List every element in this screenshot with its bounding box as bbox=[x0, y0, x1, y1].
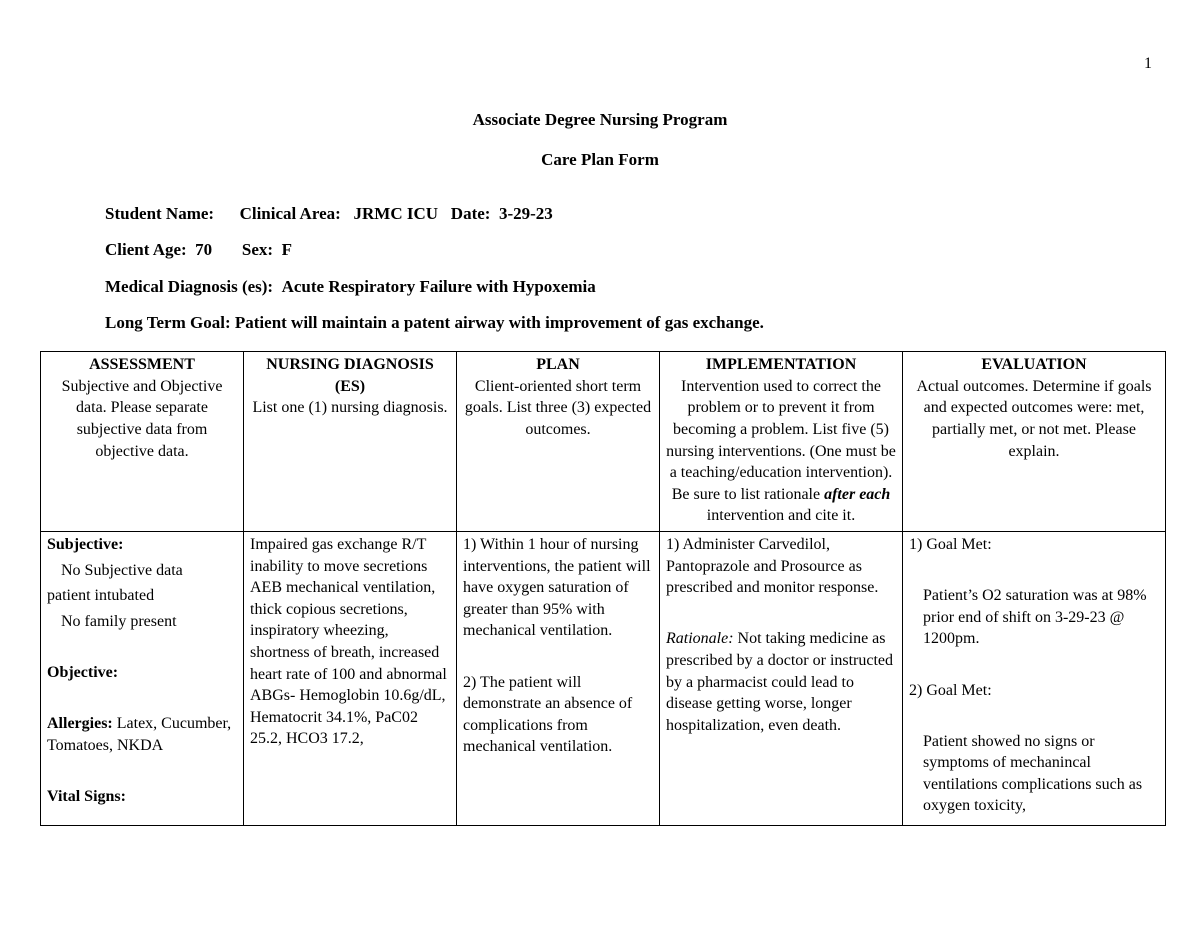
program-title: Associate Degree Nursing Program bbox=[40, 110, 1160, 130]
col-title: EVALUATION bbox=[909, 354, 1159, 376]
vitals-label: Vital Signs: bbox=[47, 788, 126, 805]
col-title: NURSING DIAGNOSIS (ES) bbox=[250, 354, 450, 397]
eval-1-label: 1) Goal Met: bbox=[909, 534, 1159, 556]
table-header-row: ASSESSMENT Subjective and Objective data… bbox=[41, 352, 1166, 532]
meta-block: Student Name: Clinical Area: JRMC ICU Da… bbox=[105, 198, 1160, 339]
col-title: PLAN bbox=[463, 354, 653, 376]
col-desc: Intervention used to correct the problem… bbox=[666, 376, 896, 527]
eval-2-text: Patient showed no signs or symptoms of m… bbox=[909, 731, 1159, 817]
cell-implementation: 1) Administer Carvedilol, Pantoprazole a… bbox=[660, 531, 903, 825]
care-plan-table: ASSESSMENT Subjective and Objective data… bbox=[40, 351, 1166, 826]
plan-item-2: 2) The patient will demonstrate an absen… bbox=[463, 672, 653, 758]
diagnosis-text: Impaired gas exchange R/T inability to m… bbox=[250, 534, 450, 750]
col-desc: Actual outcomes. Determine if goals and … bbox=[909, 376, 1159, 462]
meta-line-1: Student Name: Clinical Area: JRMC ICU Da… bbox=[105, 198, 1160, 230]
col-desc: Subjective and Objective data. Please se… bbox=[47, 376, 237, 462]
table-data-row: Subjective: No Subjective data patient i… bbox=[41, 531, 1166, 825]
cell-plan: 1) Within 1 hour of nursing intervention… bbox=[457, 531, 660, 825]
col-header-assessment: ASSESSMENT Subjective and Objective data… bbox=[41, 352, 244, 532]
eval-2-label: 2) Goal Met: bbox=[909, 680, 1159, 702]
implementation-item-1: 1) Administer Carvedilol, Pantoprazole a… bbox=[666, 534, 896, 599]
cell-evaluation: 1) Goal Met: Patient’s O2 saturation was… bbox=[903, 531, 1166, 825]
subjective-text: No Subjective data bbox=[47, 560, 237, 582]
col-header-evaluation: EVALUATION Actual outcomes. Determine if… bbox=[903, 352, 1166, 532]
meta-line-3: Medical Diagnosis (es): Acute Respirator… bbox=[105, 271, 1160, 303]
plan-item-1: 1) Within 1 hour of nursing intervention… bbox=[463, 534, 653, 642]
cell-assessment: Subjective: No Subjective data patient i… bbox=[41, 531, 244, 825]
implementation-rationale: Rationale: Not taking medicine as prescr… bbox=[666, 628, 896, 736]
page: 1 Associate Degree Nursing Program Care … bbox=[0, 0, 1200, 826]
cell-diagnosis: Impaired gas exchange R/T inability to m… bbox=[244, 531, 457, 825]
form-title: Care Plan Form bbox=[40, 150, 1160, 170]
page-number: 1 bbox=[1144, 55, 1152, 73]
meta-line-2: Client Age: 70 Sex: F bbox=[105, 234, 1160, 266]
objective-label: Objective: bbox=[47, 664, 118, 681]
col-header-implementation: IMPLEMENTATION Intervention used to corr… bbox=[660, 352, 903, 532]
meta-line-4: Long Term Goal: Patient will maintain a … bbox=[105, 307, 1160, 339]
col-header-diagnosis: NURSING DIAGNOSIS (ES) List one (1) nurs… bbox=[244, 352, 457, 532]
eval-1-text: Patient’s O2 saturation was at 98% prior… bbox=[909, 585, 1159, 650]
col-header-plan: PLAN Client-oriented short term goals. L… bbox=[457, 352, 660, 532]
subjective-label: Subjective: bbox=[47, 536, 123, 553]
col-title: IMPLEMENTATION bbox=[666, 354, 896, 376]
allergies-label: Allergies: bbox=[47, 715, 117, 732]
col-desc: Client-oriented short term goals. List t… bbox=[463, 376, 653, 441]
col-title: ASSESSMENT bbox=[47, 354, 237, 376]
subjective-text: patient intubated bbox=[47, 585, 237, 607]
subjective-text: No family present bbox=[47, 611, 237, 633]
col-desc: List one (1) nursing diagnosis. bbox=[250, 397, 450, 419]
